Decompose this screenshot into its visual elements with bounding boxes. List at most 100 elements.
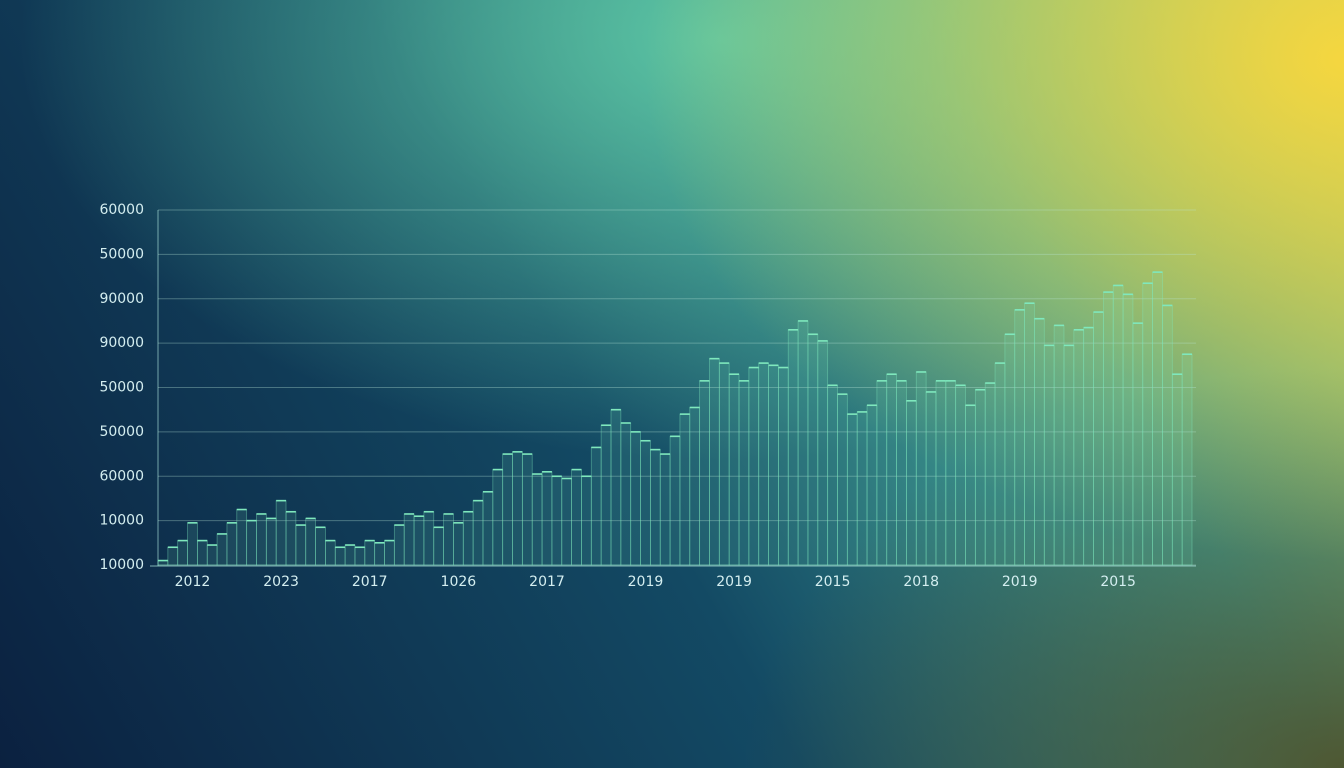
bar — [453, 522, 464, 566]
bar — [1142, 282, 1154, 566]
bar — [1112, 285, 1124, 566]
bar — [571, 469, 582, 566]
bar — [837, 393, 848, 566]
bar — [512, 451, 523, 566]
y-tick-label: 60000 — [99, 202, 144, 218]
bar — [1171, 373, 1183, 566]
bar — [955, 384, 966, 566]
x-tick-label: 2012 — [175, 574, 211, 590]
bar — [827, 384, 838, 566]
bar — [1004, 333, 1016, 566]
bar — [699, 380, 710, 566]
bar — [561, 478, 572, 566]
bar — [590, 447, 602, 566]
bar — [403, 513, 415, 566]
y-tick-label: 50000 — [99, 424, 144, 440]
bar — [896, 380, 907, 566]
bar — [728, 373, 740, 566]
bar — [876, 380, 888, 566]
bar — [236, 509, 248, 566]
bar — [738, 380, 750, 566]
bar — [216, 533, 228, 566]
bar — [1073, 329, 1085, 566]
bar — [531, 473, 543, 566]
bar — [167, 546, 179, 566]
bar — [748, 367, 760, 566]
bar — [630, 431, 641, 566]
bar — [689, 407, 701, 566]
bar — [1162, 305, 1173, 566]
x-tick-label: 2019 — [1002, 574, 1038, 590]
bar — [1181, 353, 1193, 566]
x-tick-label: 2017 — [529, 574, 565, 590]
bar — [462, 511, 474, 566]
x-tick-label: 2015 — [815, 574, 851, 590]
bar — [541, 471, 553, 566]
bar — [325, 540, 336, 566]
bar — [187, 522, 198, 566]
bar — [1102, 291, 1114, 566]
bar — [581, 475, 592, 566]
bar — [600, 424, 612, 566]
bar — [915, 371, 927, 566]
bar — [669, 435, 681, 566]
bar — [177, 540, 188, 566]
y-tick-label: 10000 — [99, 557, 144, 573]
bar — [492, 469, 504, 566]
x-tick-label: 2019 — [716, 574, 752, 590]
bar — [275, 500, 287, 566]
bar — [984, 382, 996, 566]
bar — [659, 453, 671, 566]
bar — [640, 440, 651, 566]
bar — [1053, 324, 1065, 566]
bar — [423, 511, 435, 566]
bar — [787, 329, 799, 566]
bar — [1083, 327, 1094, 566]
bar — [384, 540, 395, 566]
bar — [374, 542, 385, 566]
bar — [285, 511, 297, 566]
bar — [1043, 344, 1055, 566]
bar — [925, 391, 937, 566]
bar — [433, 526, 444, 566]
bar — [906, 400, 917, 566]
bar — [974, 389, 986, 566]
y-tick-label: 50000 — [99, 380, 144, 396]
bar — [1034, 318, 1045, 566]
bar — [994, 362, 1006, 566]
bar — [315, 526, 326, 566]
bar — [935, 380, 947, 566]
bar — [354, 546, 366, 566]
bar — [265, 518, 277, 566]
x-tick-label: 2015 — [1100, 574, 1136, 590]
x-tick-label: 2019 — [628, 574, 664, 590]
bar — [413, 515, 425, 566]
x-tick-label: 2017 — [352, 574, 388, 590]
bar — [246, 520, 257, 566]
bar — [778, 367, 789, 566]
bar — [649, 449, 661, 566]
bar — [1024, 302, 1035, 566]
x-tick-label: 2023 — [263, 574, 299, 590]
y-tick-label: 60000 — [99, 468, 144, 484]
bar — [807, 333, 819, 566]
bar — [846, 413, 858, 566]
x-tick-label: 2018 — [903, 574, 939, 590]
bar — [718, 362, 730, 566]
bar — [443, 513, 454, 566]
bar — [482, 491, 494, 566]
y-tick-label: 90000 — [99, 335, 144, 351]
bar — [965, 404, 976, 566]
bar — [945, 380, 957, 566]
bar — [502, 453, 513, 566]
bar — [1152, 271, 1163, 566]
bar — [364, 540, 376, 566]
bar — [472, 500, 484, 566]
bar — [206, 544, 218, 566]
x-tick-label: 1026 — [441, 574, 477, 590]
bar — [256, 513, 267, 566]
y-tick-label: 50000 — [99, 246, 144, 262]
bar — [817, 340, 829, 566]
